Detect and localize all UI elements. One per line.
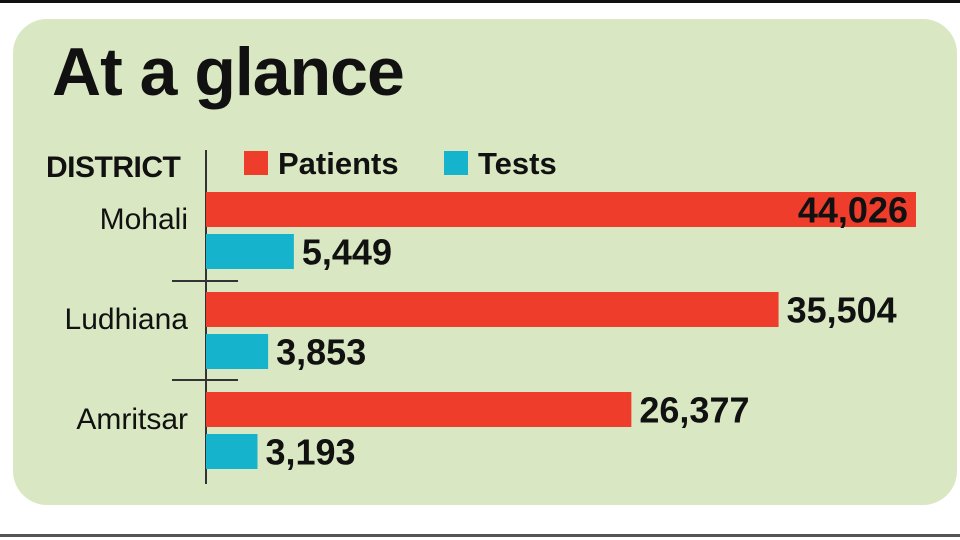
legend-label-patients: Patients bbox=[278, 145, 399, 181]
legend-label-tests: Tests bbox=[478, 145, 557, 181]
legend-swatch-tests bbox=[444, 151, 468, 175]
bar-patients-amritsar bbox=[206, 392, 632, 427]
bar-tests-mohali bbox=[206, 234, 294, 269]
category-label-mohali: Mohali bbox=[100, 203, 188, 236]
top-rule bbox=[0, 0, 960, 3]
chart-title: At a glance bbox=[52, 34, 405, 110]
bar-patients-ludhiana bbox=[206, 292, 779, 327]
category-label-amritsar: Amritsar bbox=[76, 403, 188, 436]
value-label-patients-mohali: 44,026 bbox=[798, 190, 908, 231]
category-axis-header: DISTRICT bbox=[46, 151, 181, 184]
bottom-rule bbox=[0, 534, 960, 537]
value-label-patients-ludhiana: 35,504 bbox=[787, 290, 897, 331]
bar-tests-ludhiana bbox=[206, 334, 269, 369]
value-label-tests-ludhiana: 3,853 bbox=[276, 332, 366, 373]
legend-item-tests: Tests bbox=[444, 146, 557, 180]
value-label-patients-amritsar: 26,377 bbox=[639, 390, 749, 431]
bar-patients-mohali bbox=[206, 192, 916, 227]
bar-tests-amritsar bbox=[206, 434, 258, 469]
legend-swatch-patients bbox=[244, 151, 268, 175]
legend-item-patients: Patients bbox=[244, 146, 399, 180]
value-label-tests-amritsar: 3,193 bbox=[265, 432, 355, 473]
category-label-ludhiana: Ludhiana bbox=[65, 303, 189, 336]
value-label-tests-mohali: 5,449 bbox=[302, 232, 392, 273]
